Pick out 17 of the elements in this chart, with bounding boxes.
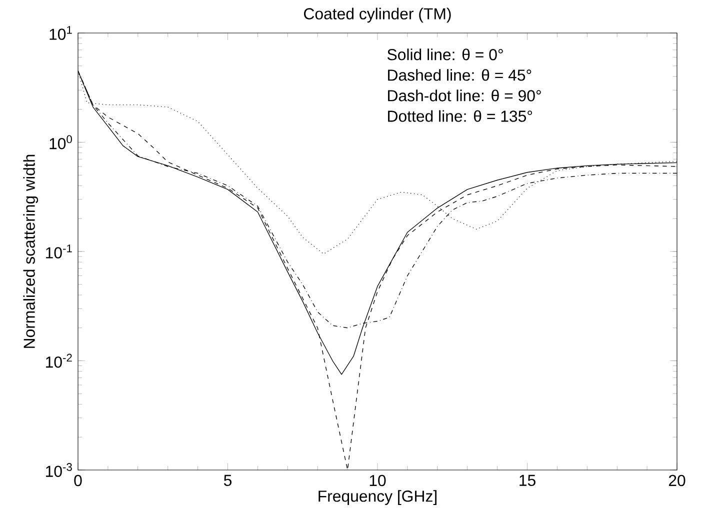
annotation: Dashed line: θ = 45° <box>388 69 532 81</box>
chart-title: Coated cylinder (TM) <box>304 8 451 23</box>
y-axis-title: Normalized scattering width <box>23 154 38 348</box>
y-tick-label: 10$^{0}$ <box>50 135 72 150</box>
y-tick-label: 10$^{-3}$ <box>46 463 72 477</box>
x-tick-label: 15 <box>520 474 536 486</box>
x-axis-title: Frequency [GHz] <box>318 490 436 505</box>
x-tick-label: 5 <box>224 474 232 486</box>
y-tick-label: 10$^{-1}$ <box>46 244 72 258</box>
annotation: Dash-dot line: θ = 90° <box>388 90 541 102</box>
x-tick-label: 10 <box>370 474 386 486</box>
annotation: Dotted line: θ = 135° <box>388 110 532 122</box>
y-tick-label: 10$^{1}$ <box>50 26 72 40</box>
annotation: Solid line: θ = 0° <box>387 48 503 60</box>
x-tick-label: 0 <box>74 474 82 486</box>
y-tick-label: 10$^{-2}$ <box>46 354 72 368</box>
x-tick-label: 20 <box>668 474 686 486</box>
